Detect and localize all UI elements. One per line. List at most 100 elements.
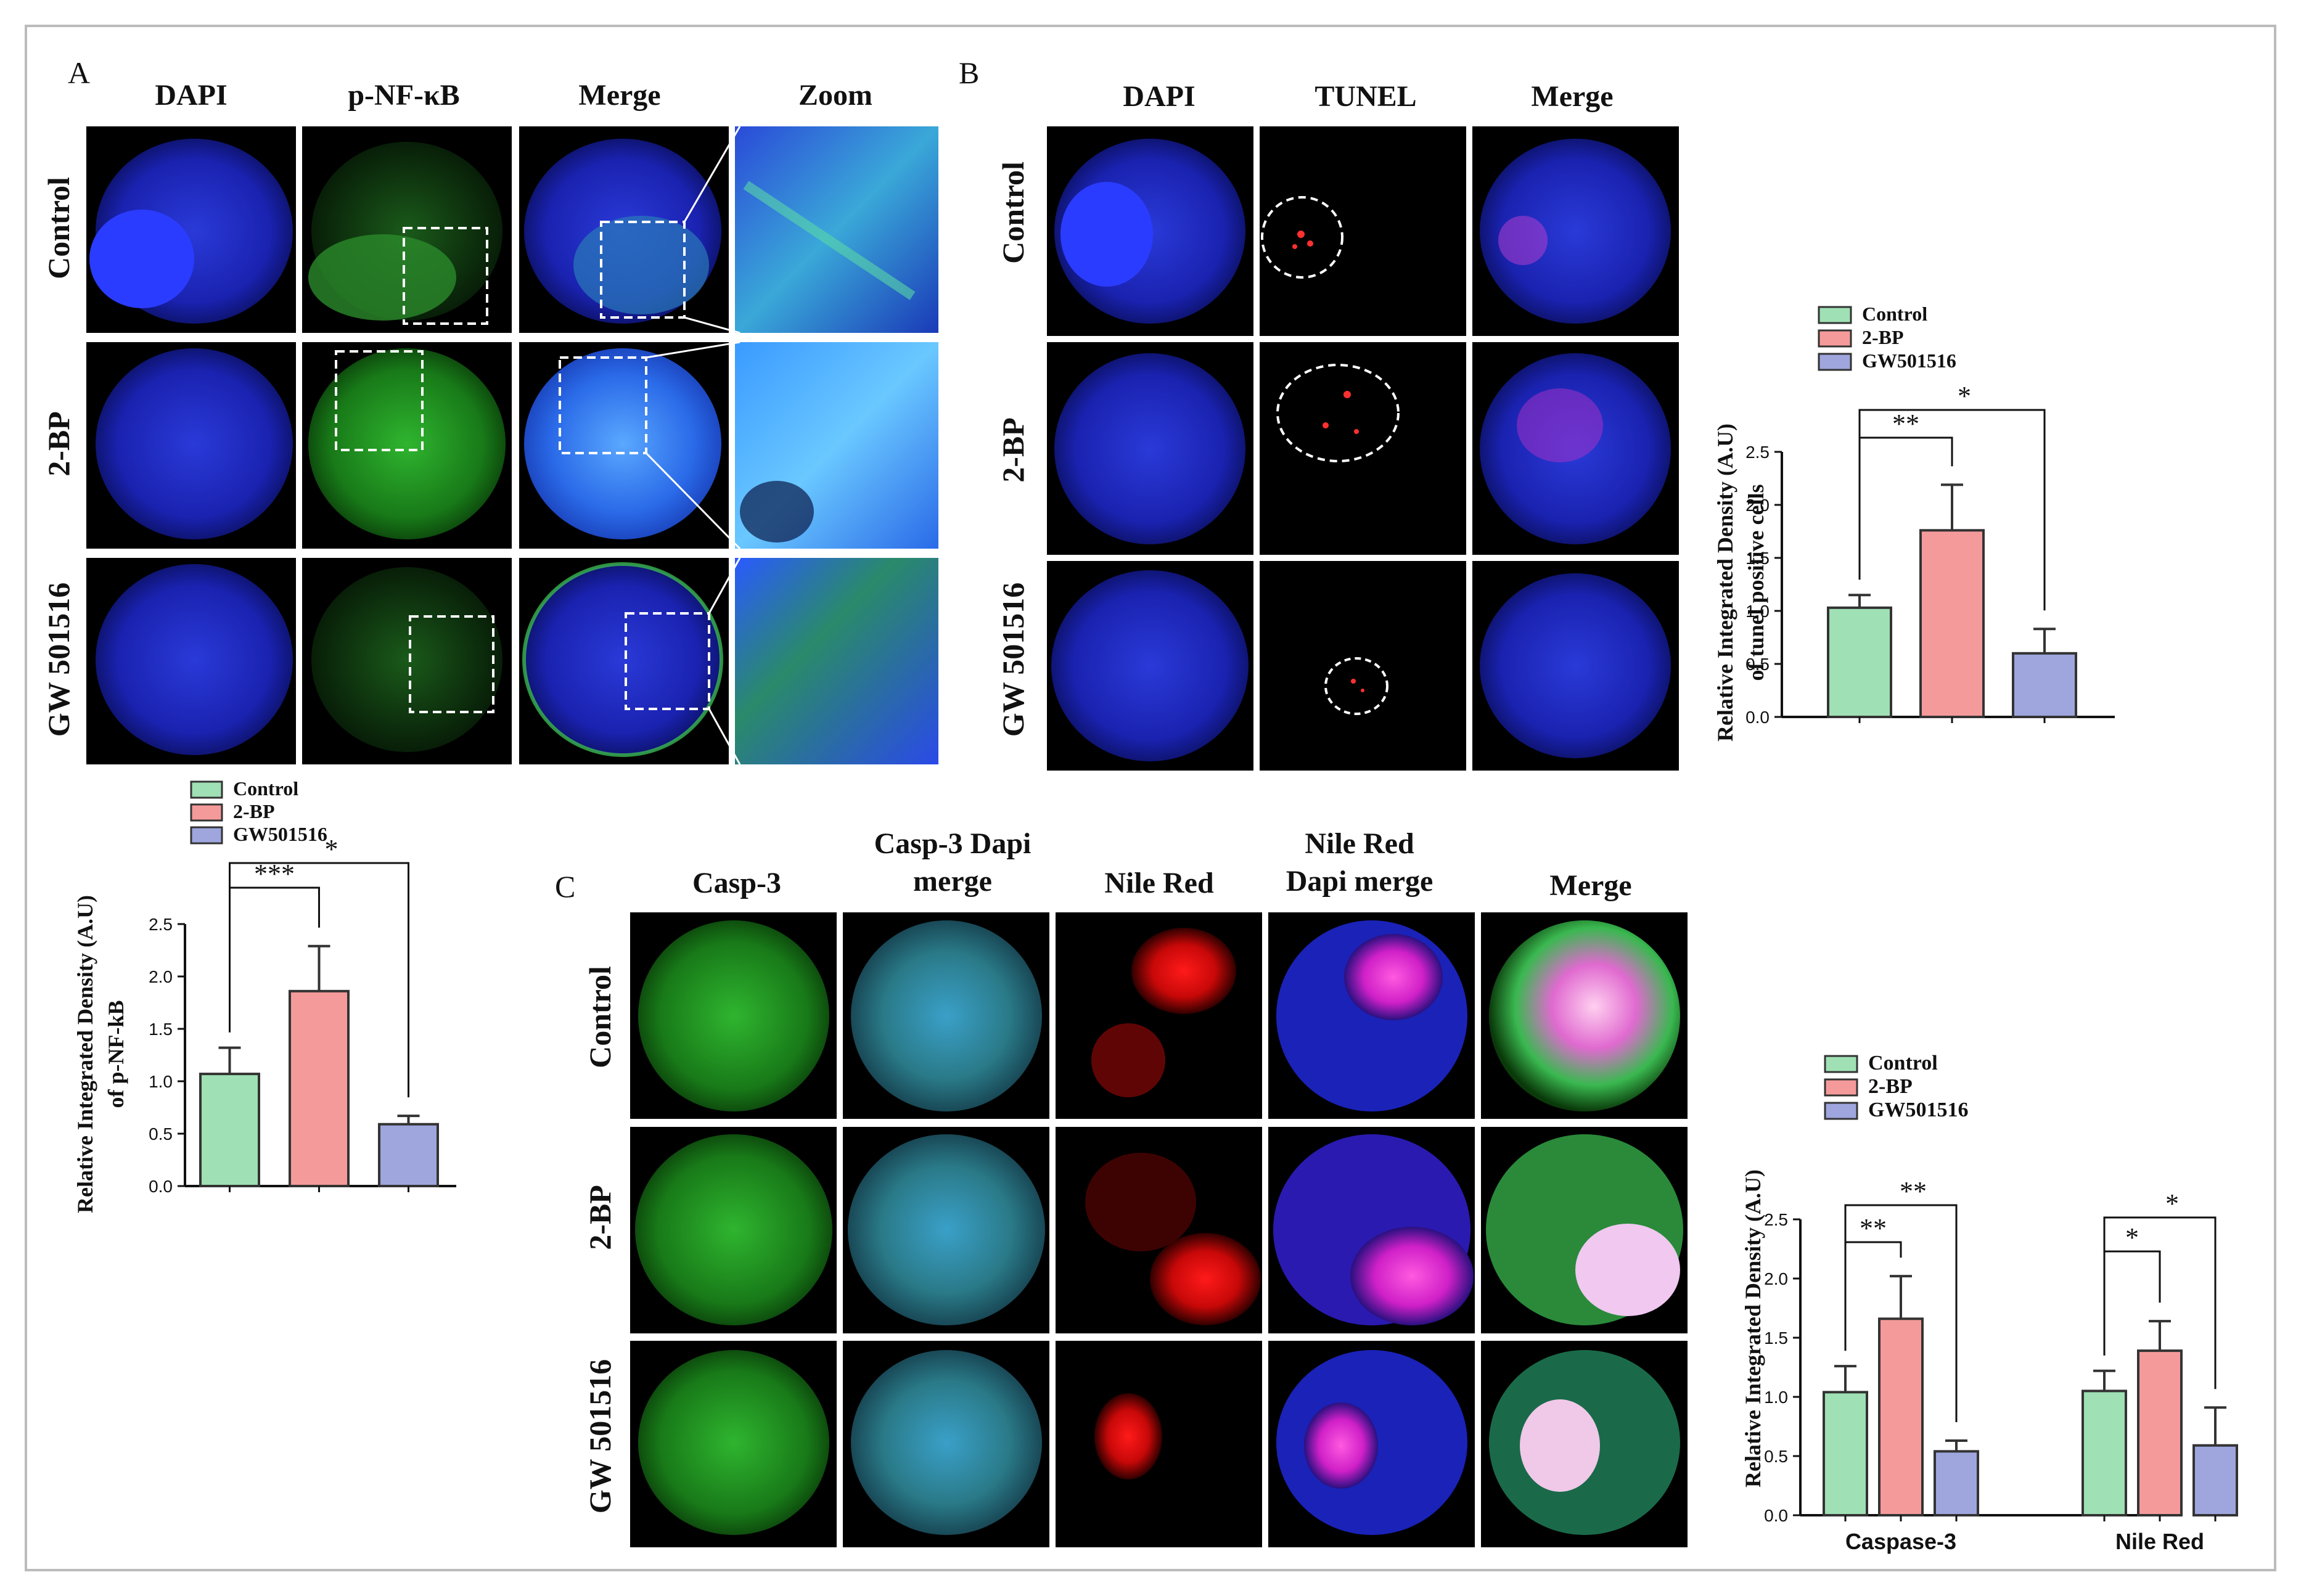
significance-label: ** [1860, 1213, 1887, 1243]
panel-a-image-control-dapi [86, 126, 296, 333]
panel-c-image-control-casp3-dapi [843, 912, 1049, 1119]
panel-c-col-4a: Nile Red [1305, 827, 1414, 860]
panel-b-image-control-dapi [1047, 126, 1253, 336]
y-tick-label: 2.0 [149, 967, 173, 986]
significance-label: * [2125, 1222, 2139, 1253]
panel-b-image-control-tunel [1260, 126, 1466, 336]
significance-bracket [2103, 1216, 2217, 1389]
panel-c-col-2a: Casp-3 Dapi [874, 827, 1032, 860]
panel-c-col-2b: merge [913, 865, 992, 898]
bar [2082, 1389, 2127, 1516]
panel-b-row-2bp: 2-BP [996, 417, 1030, 483]
x-category-label: Nile Red [2115, 1529, 2204, 1554]
y-tick-label: 0.5 [1764, 1447, 1788, 1466]
y-axis-label-2: of tunel positive cells [1744, 485, 1768, 681]
legend-swatch [1824, 1055, 1858, 1073]
legend-swatch [1818, 353, 1852, 371]
panel-c-row-gw: GW 501516 [583, 1359, 617, 1514]
y-tick-label: 0.0 [149, 1177, 173, 1196]
legend-label: 2-BP [1862, 326, 1904, 348]
y-tick-label: 1.0 [1745, 602, 1770, 621]
legend-swatch [1824, 1102, 1858, 1120]
significance-label: * [325, 834, 338, 864]
y-tick-label: 1.5 [1764, 1328, 1788, 1348]
bar [289, 989, 350, 1188]
panel-a-image-control-pnfkb [302, 126, 512, 333]
y-axis-label: Relative Integrated Density (A.U) [73, 895, 97, 1213]
panel-b-row-control: Control [996, 162, 1030, 264]
panel-c-image-gw-casp3 [630, 1341, 837, 1547]
y-axis-label: Relative Integrated Density (A.U) [1741, 1169, 1765, 1488]
panel-a-col-dapi: DAPI [155, 79, 227, 112]
y-tick-label: 0.0 [1764, 1506, 1788, 1525]
panel-c-image-control-merge [1481, 912, 1688, 1119]
legend-label: GW501516 [1868, 1099, 1968, 1121]
panel-c-image-2bp-nilered [1056, 1127, 1262, 1333]
legend-swatch [190, 803, 223, 822]
panel-b-image-gw-dapi [1047, 561, 1253, 771]
panel-c-image-2bp-merge [1481, 1127, 1688, 1333]
legend-swatch [1824, 1078, 1858, 1097]
panel-a-col-merge: Merge [578, 79, 660, 112]
panel-a-letter: A [68, 55, 90, 90]
panel-a-row-control: Control [41, 177, 76, 279]
significance-label: ** [1892, 409, 1919, 439]
panel-c-row-control: Control [583, 966, 617, 1068]
y-tick-label: 1.5 [1745, 549, 1770, 568]
panel-b-col-dapi: DAPI [1123, 80, 1195, 113]
panel-c-image-control-casp3 [630, 912, 837, 1119]
panel-b-image-gw-merge [1472, 561, 1679, 771]
panel-c-image-control-nilered [1056, 912, 1262, 1119]
significance-label: * [2165, 1189, 2179, 1219]
panel-b-row-gw: GW 501516 [996, 583, 1030, 737]
y-tick-label: 1.0 [149, 1072, 173, 1091]
legend-swatch [1818, 329, 1852, 348]
legend-swatch [190, 826, 223, 845]
y-tick-label: 1.5 [149, 1020, 173, 1039]
legend-label: GW501516 [233, 823, 327, 845]
panel-c-image-2bp-casp3-dapi [843, 1127, 1049, 1333]
panel-a-image-control-merge [519, 126, 729, 333]
significance-label: * [1958, 381, 1971, 411]
bar [1919, 529, 1985, 719]
legend-label: Control [1862, 303, 1927, 325]
panel-c-image-gw-nilered-dapi [1268, 1341, 1475, 1547]
panel-c-col-3: Nile Red [1104, 867, 1214, 899]
y-tick-label: 2.5 [149, 915, 173, 934]
panel-c-image-gw-casp3-dapi [843, 1341, 1049, 1547]
panel-a-image-2bp-merge [519, 342, 729, 549]
panel-c-row-2bp: 2-BP [583, 1185, 617, 1250]
bar [2137, 1349, 2183, 1517]
figure-frame [25, 25, 2276, 1571]
legend-label: 2-BP [1868, 1075, 1913, 1098]
panel-a-image-gw-pnfkb [302, 558, 512, 764]
panel-c-image-gw-nilered [1056, 1341, 1262, 1547]
legend-label: Control [233, 777, 298, 800]
significance-bracket [229, 862, 409, 1098]
legend-swatch [190, 780, 223, 799]
significance-bracket [2103, 1250, 2161, 1356]
panel-b-image-2bp-merge [1472, 342, 1679, 555]
panel-c-col-1: Casp-3 [692, 867, 781, 899]
panel-b-image-2bp-dapi [1047, 342, 1253, 555]
panel-a-image-2bp-pnfkb [302, 342, 512, 549]
panel-a-image-gw-merge [519, 558, 729, 764]
panel-a-image-2bp-zoom [735, 342, 938, 549]
y-tick-label: 2.0 [1745, 496, 1770, 515]
bar [1934, 1450, 1979, 1517]
panel-c-col-4b: Dapi merge [1286, 865, 1434, 898]
y-axis-label-2: of p-NF-kB [104, 1000, 128, 1108]
bar [1823, 1391, 1868, 1517]
significance-bracket [1858, 409, 2046, 611]
bar [378, 1123, 439, 1187]
bar [1827, 606, 1892, 719]
panel-b-col-tunel: TUNEL [1315, 80, 1416, 113]
panel-a-col-pnfkb: p-NF-κB [348, 79, 459, 112]
panel-b-image-gw-tunel [1260, 561, 1466, 771]
panel-c-col-5: Merge [1549, 869, 1631, 902]
bar [1878, 1317, 1924, 1517]
